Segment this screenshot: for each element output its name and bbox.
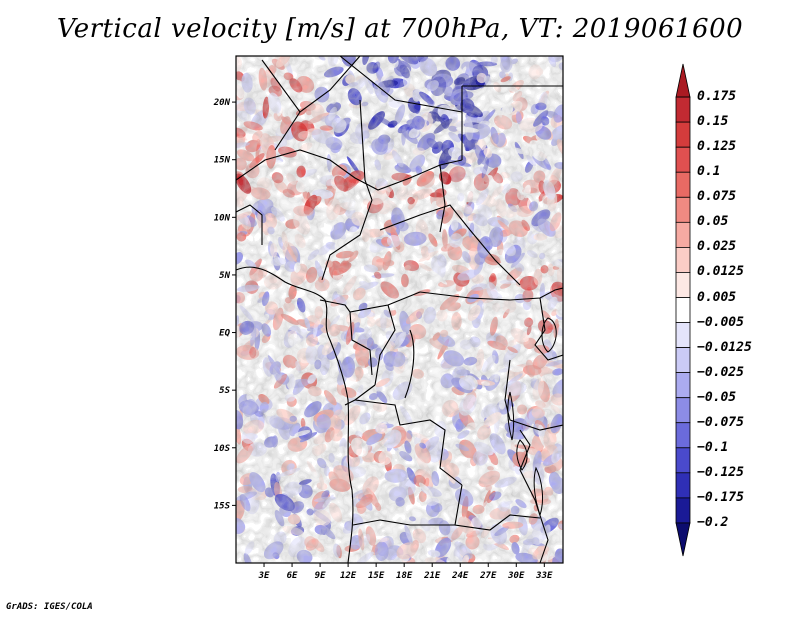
lat-tick-label: 10N (214, 213, 231, 223)
lon-tick-label: 18E (396, 571, 413, 581)
lon-tick-label: 15E (368, 571, 385, 581)
lon-tick-label: 27E (479, 571, 497, 581)
lon-tick-label: 21E (423, 571, 441, 581)
colorbar-level-label: −0.2 (697, 514, 729, 530)
colorbar-bin (675, 347, 691, 374)
vertical-velocity-field (236, 56, 563, 563)
colorbar-bin (675, 171, 691, 198)
colorbar-bin (675, 497, 691, 524)
colorbar-bin (675, 447, 691, 474)
colorbar-bin (675, 121, 691, 148)
lon-tick-label: 33E (535, 571, 553, 581)
colorbar-level-label: −0.075 (697, 414, 744, 430)
lat-tick-label: 5N (219, 271, 230, 281)
lat-tick-label: 5S (219, 386, 230, 396)
colorbar-bin (675, 397, 691, 424)
lon-tick-label: 6E (287, 571, 298, 581)
lat-tick-label: 10S (214, 444, 231, 454)
colorbar-level-label: −0.175 (697, 489, 744, 505)
colorbar-level-label: 0.15 (697, 114, 729, 130)
lakes (507, 317, 557, 517)
colorbar-level-label: 0.0125 (697, 264, 744, 280)
lat-tick-label: 15S (214, 501, 231, 511)
colorbar-bin (675, 297, 691, 324)
colorbar-bin (675, 271, 691, 298)
colorbar-bin (675, 422, 691, 449)
colorbar-bin (675, 372, 691, 399)
lat-tick-label: EQ (219, 329, 230, 339)
lon-tick-label: 12E (340, 571, 357, 581)
colorbar-level-label: −0.025 (697, 364, 744, 380)
colorbar-bin (675, 472, 691, 499)
colorbar-level-label: 0.125 (697, 139, 737, 155)
lon-tick-label: 3E (258, 571, 270, 581)
colorbar-level-label: 0.1 (697, 164, 721, 180)
colorbar-level-label: −0.05 (697, 389, 737, 405)
colorbar-level-label: −0.0125 (697, 339, 752, 355)
colorbar-bin (675, 522, 691, 557)
colorbar-bin (675, 146, 691, 173)
colorbar-level-label: 0.025 (697, 239, 737, 255)
lon-tick-label: 30E (507, 571, 525, 581)
colorbar-level-label: −0.005 (697, 314, 744, 330)
colorbar-level-label: 0.175 (697, 89, 737, 105)
grads-credit: GrADS: IGES/COLA (6, 602, 93, 612)
colorbar (675, 63, 691, 557)
colorbar-bin (675, 322, 691, 349)
lat-tick-label: 15N (214, 156, 231, 166)
lon-tick-label: 24E (451, 571, 469, 581)
map-title: Vertical velocity [m/s] at 700hPa, VT: 2… (56, 14, 744, 44)
colorbar-bin (675, 96, 691, 123)
colorbar-level-label: 0.075 (697, 189, 737, 205)
colorbar-level-label: 0.05 (697, 214, 729, 230)
colorbar-level-label: −0.125 (697, 464, 744, 480)
colorbar-bin (675, 63, 691, 98)
map-frame (235, 55, 564, 564)
colorbar-bin (675, 221, 691, 248)
colorbar-bin (675, 246, 691, 273)
lon-tick-label: 9E (315, 571, 326, 581)
colorbar-level-label: 0.005 (697, 289, 737, 305)
colorbar-level-label: −0.1 (697, 439, 729, 455)
country-borders (236, 56, 563, 563)
colorbar-bin (675, 196, 691, 223)
lat-tick-label: 20N (213, 98, 231, 108)
